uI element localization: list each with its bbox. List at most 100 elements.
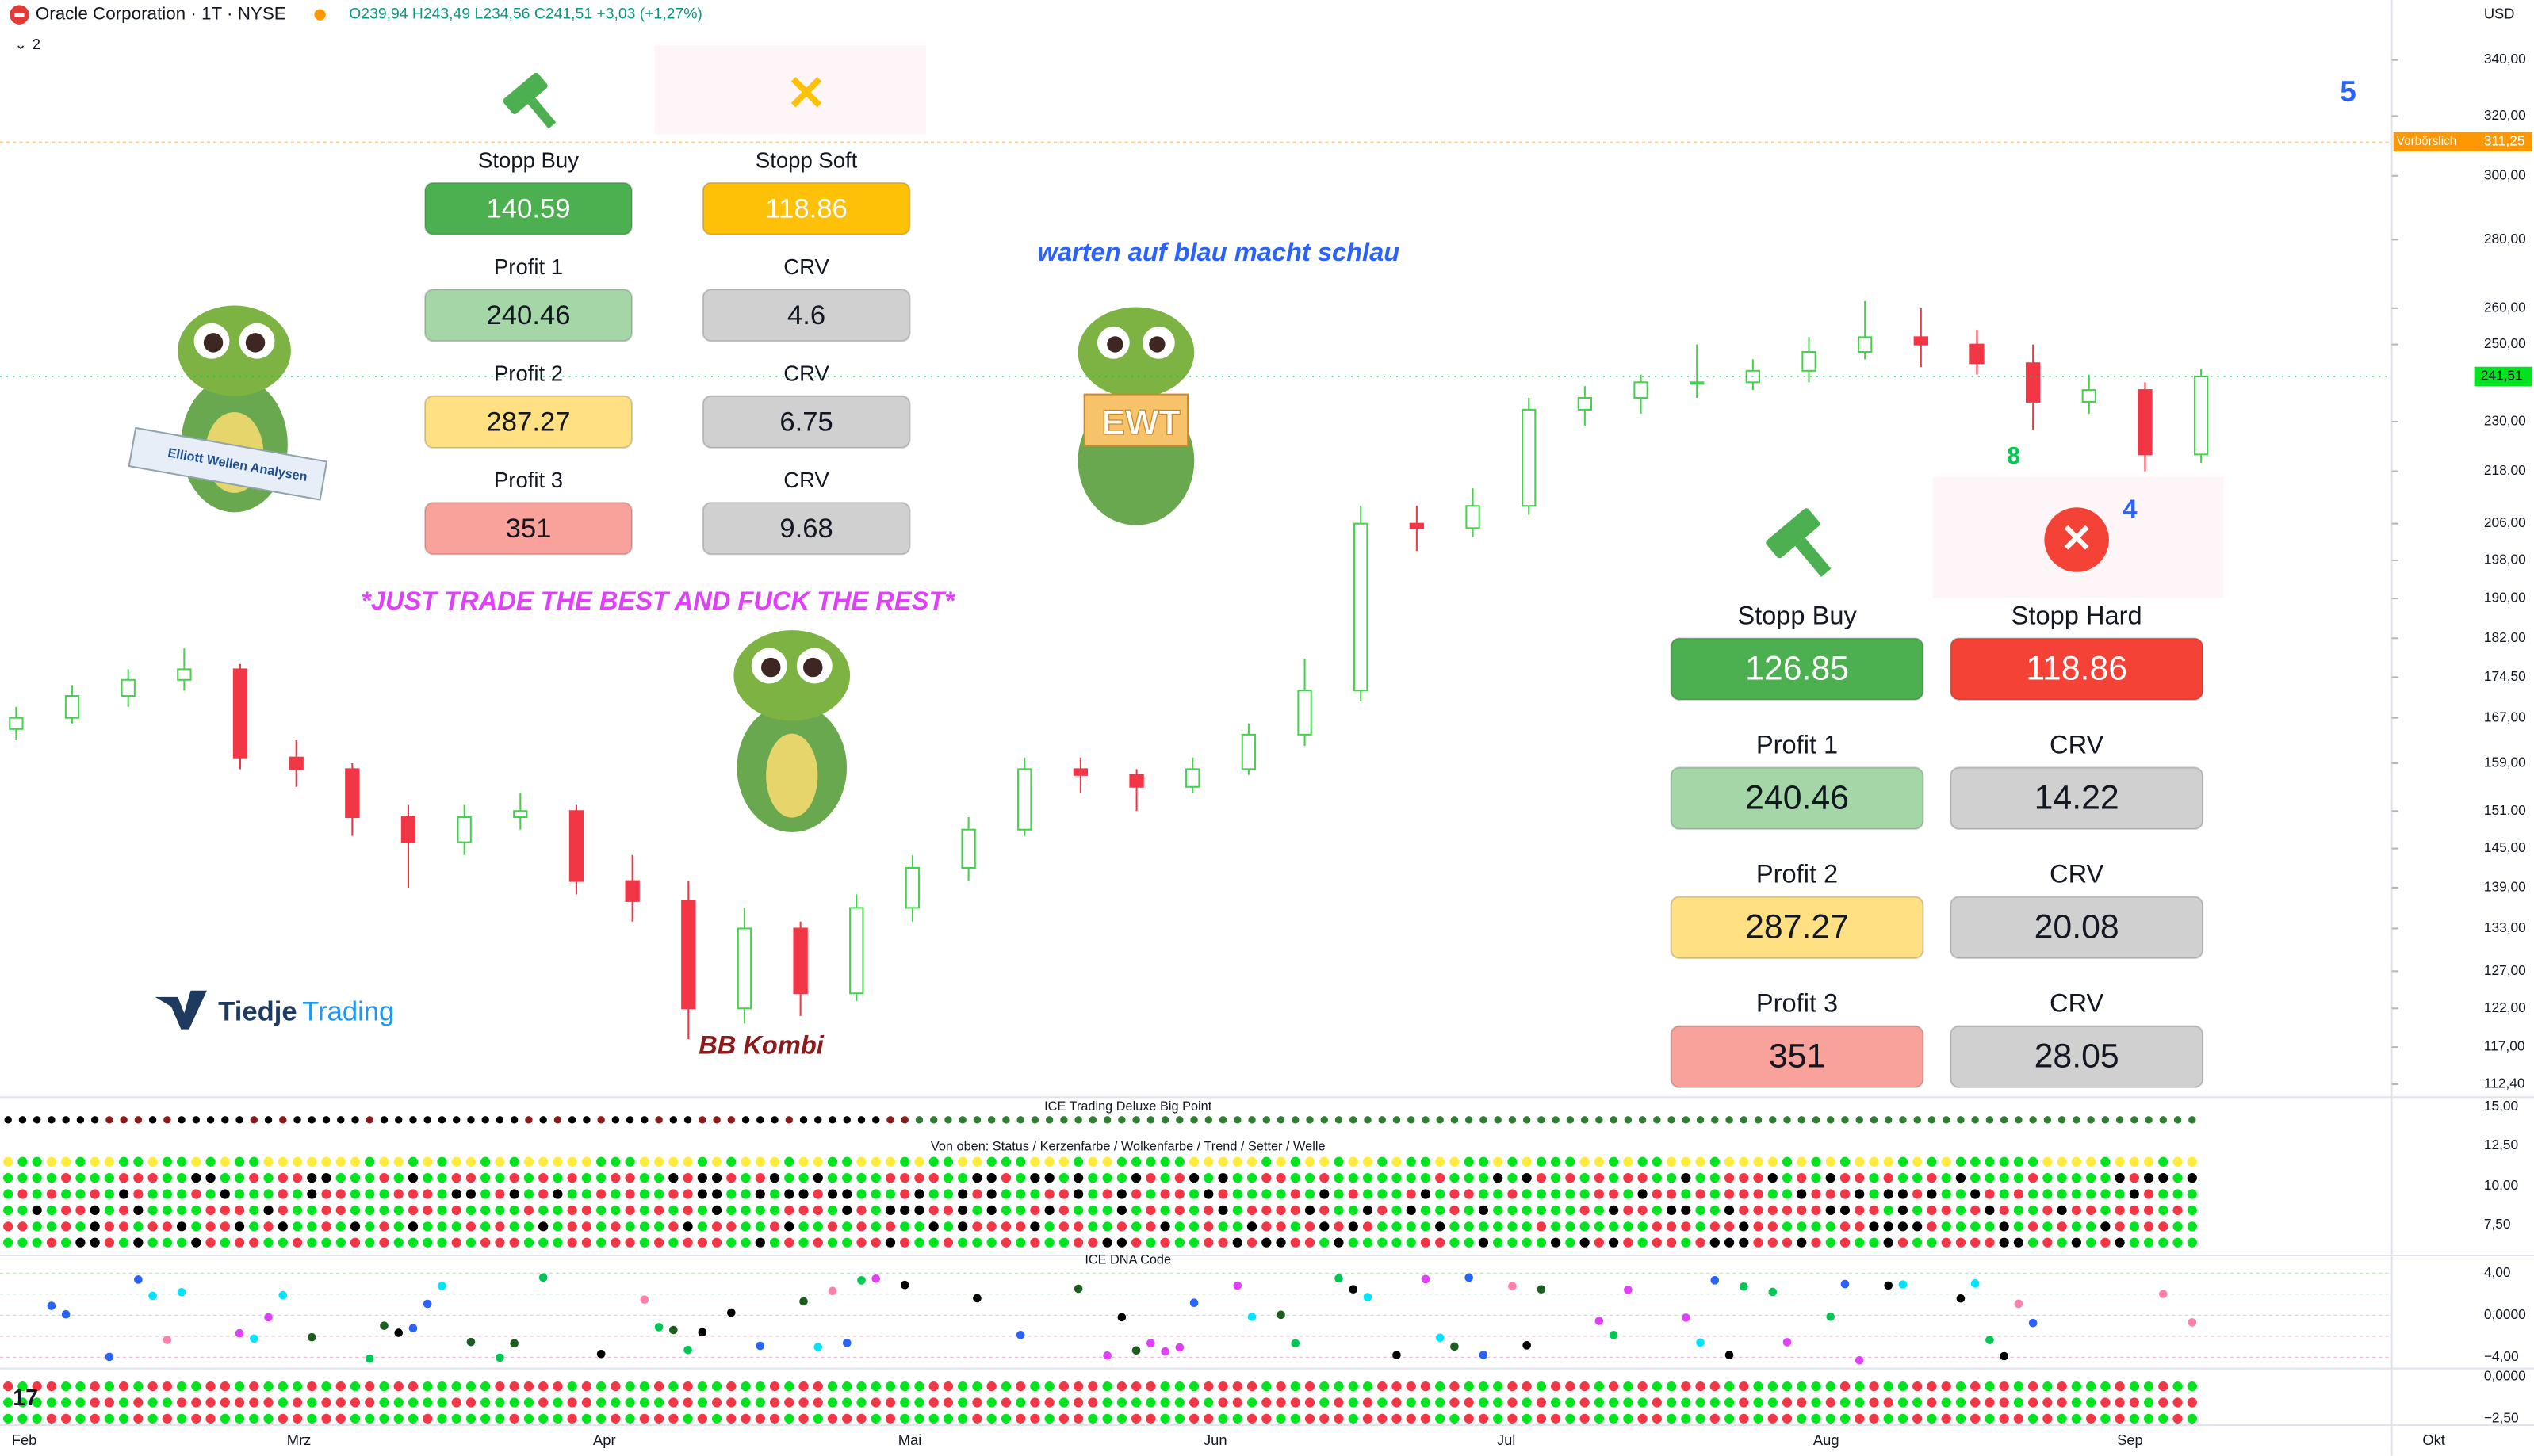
status-dot	[639, 1189, 649, 1199]
momentum-dot	[1811, 1381, 1821, 1392]
status-dot	[104, 1205, 115, 1216]
momentum-dot	[1637, 1397, 1648, 1408]
momentum-dot	[1304, 1381, 1315, 1392]
layout-count[interactable]: 2	[33, 36, 40, 52]
status-dot	[1565, 1221, 1575, 1232]
status-dot	[1160, 1156, 1170, 1167]
momentum-dot	[1102, 1397, 1112, 1408]
signal-dot	[1855, 1116, 1863, 1124]
signal-dot	[930, 1116, 938, 1124]
status-dot	[1102, 1189, 1112, 1199]
status-dot	[523, 1189, 534, 1199]
momentum-dot	[1507, 1381, 1518, 1392]
momentum-dot	[133, 1381, 144, 1392]
status-dot	[2187, 1221, 2197, 1232]
momentum-dot	[596, 1413, 607, 1424]
momentum-dot	[1695, 1397, 1705, 1408]
momentum-dot	[1478, 1381, 1489, 1392]
status-dot	[1941, 1156, 1951, 1167]
status-dot	[2071, 1205, 2081, 1216]
status-dot	[856, 1205, 867, 1216]
status-dot	[480, 1189, 491, 1199]
wave-label: 8	[2007, 442, 2020, 469]
status-dot	[46, 1221, 57, 1232]
gavel-icon	[1766, 508, 1832, 577]
status-dot	[1782, 1221, 1793, 1232]
momentum-dot	[1970, 1413, 1981, 1424]
card-value: 118.86	[765, 193, 847, 224]
signal-dot	[1320, 1116, 1328, 1124]
status-dot	[1565, 1237, 1575, 1248]
signal-dot	[90, 1116, 99, 1124]
momentum-dot	[611, 1397, 621, 1408]
status-dot	[1290, 1156, 1300, 1167]
status-dot	[220, 1156, 230, 1167]
status-dot	[639, 1221, 649, 1232]
status-dot	[393, 1205, 404, 1216]
status-dot	[2042, 1205, 2053, 1216]
status-dot	[1334, 1237, 1344, 1248]
status-dot	[1970, 1173, 1981, 1183]
status-dot	[1565, 1173, 1575, 1183]
signal-dot	[2115, 1116, 2124, 1124]
momentum-dot	[1565, 1413, 1575, 1424]
momentum-dot	[147, 1413, 158, 1424]
status-dot	[1420, 1173, 1431, 1183]
status-dot	[900, 1237, 910, 1248]
status-dot	[379, 1156, 389, 1167]
status-dot	[1652, 1173, 1662, 1183]
market-status	[314, 9, 326, 21]
status-dot	[1724, 1237, 1735, 1248]
status-dot	[278, 1156, 288, 1167]
status-dot	[1016, 1189, 1026, 1199]
status-dot	[1753, 1189, 1763, 1199]
status-dot	[1044, 1237, 1055, 1248]
status-dot	[335, 1221, 346, 1232]
collapse-toggle[interactable]: ⌄	[14, 36, 26, 52]
dna-dot	[1594, 1317, 1604, 1325]
signal-dot	[1089, 1116, 1097, 1124]
card-label: Stopp Buy	[478, 147, 579, 172]
status-dot	[321, 1189, 331, 1199]
currency[interactable]: USD	[2484, 5, 2515, 21]
momentum-dot	[2042, 1397, 2053, 1408]
card-label: Profit 3	[494, 468, 563, 492]
status-dot	[451, 1189, 461, 1199]
status-dot	[871, 1189, 881, 1199]
status-dot	[798, 1156, 809, 1167]
status-dot	[1088, 1189, 1098, 1199]
status-dot	[1304, 1156, 1315, 1167]
momentum-dot	[307, 1397, 317, 1408]
dna-dot	[380, 1321, 389, 1330]
momentum-dot	[2085, 1397, 2096, 1408]
status-dot	[2057, 1205, 2067, 1216]
status-dot	[1001, 1237, 1012, 1248]
status-dot	[1797, 1205, 1807, 1216]
momentum-dot	[423, 1413, 433, 1424]
candle-body	[1297, 690, 1312, 736]
momentum-dot	[2071, 1413, 2081, 1424]
status-dot	[90, 1173, 100, 1183]
status-dot	[393, 1237, 404, 1248]
momentum-dot	[2100, 1413, 2111, 1424]
status-dot	[1218, 1221, 1228, 1232]
status-dot	[813, 1221, 823, 1232]
status-dot	[147, 1189, 158, 1199]
status-dot	[2057, 1221, 2067, 1232]
momentum-dot	[1030, 1397, 1040, 1408]
momentum-dot	[1189, 1413, 1200, 1424]
momentum-dot	[1478, 1397, 1489, 1408]
signal-dot	[148, 1116, 157, 1124]
status-dot	[813, 1205, 823, 1216]
status-dot	[871, 1156, 881, 1167]
status-dot	[1551, 1156, 1561, 1167]
status-dot	[581, 1156, 592, 1167]
card-value: 351	[506, 514, 552, 544]
candle-body	[905, 867, 921, 909]
signal-dot	[337, 1116, 345, 1124]
momentum-dot	[32, 1381, 42, 1392]
status-dot	[1464, 1237, 1474, 1248]
status-dot	[1999, 1156, 2009, 1167]
symbol-title[interactable]: Oracle Corporation · 1T · NYSE	[36, 4, 286, 24]
status-dot	[307, 1237, 317, 1248]
